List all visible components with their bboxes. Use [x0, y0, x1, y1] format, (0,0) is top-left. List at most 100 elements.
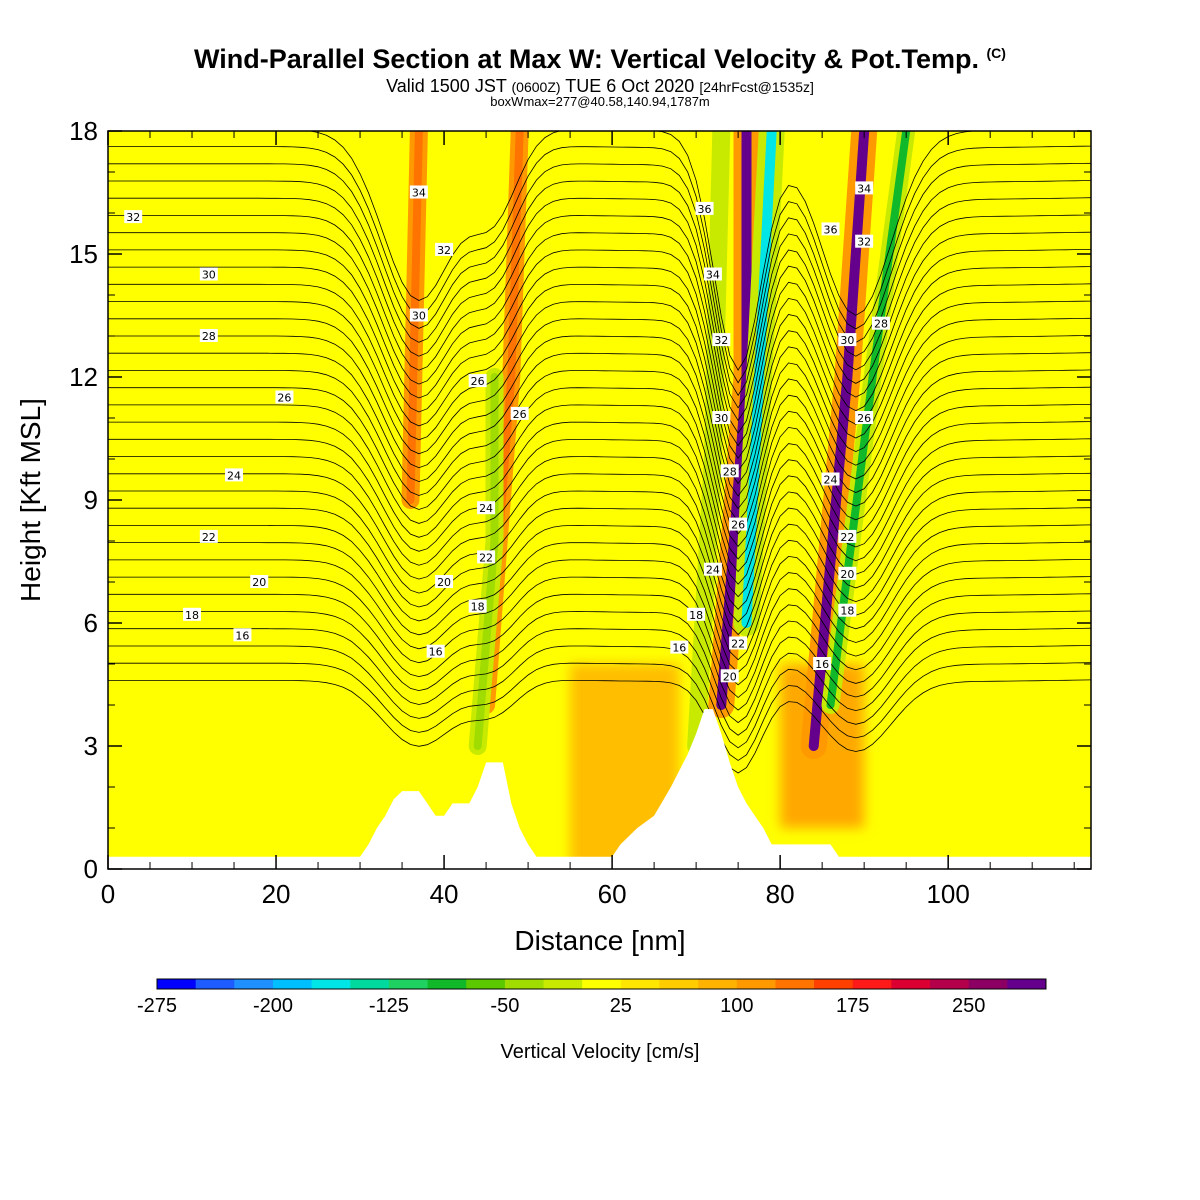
isentrope-line	[108, 421, 1091, 585]
contour-label: 22	[199, 529, 218, 544]
x-axis-label: Distance [nm]	[514, 925, 685, 956]
contour-label: 16	[813, 657, 832, 671]
colorbar-label: Vertical Velocity [cm/s]	[501, 1041, 700, 1063]
contour-label-text: 22	[731, 638, 745, 651]
contour-label: 28	[720, 464, 739, 478]
title-tag: (C)	[986, 45, 1006, 61]
isentrope-line	[108, 369, 1091, 548]
contour-label: 24	[821, 472, 840, 487]
colorbar-swatch	[466, 979, 506, 989]
contour-label: 16	[233, 628, 252, 642]
isentrope-line	[108, 507, 1091, 648]
potential-temperature-contours	[108, 131, 1091, 774]
contour-label-text: 22	[202, 531, 216, 544]
contour-label-text: 30	[714, 412, 728, 425]
colorbar-swatch	[582, 979, 622, 989]
contour-label-bg	[821, 472, 840, 486]
x-tick-label: 0	[101, 879, 115, 909]
contour-label-bg	[838, 603, 857, 617]
contour-label-bg	[275, 390, 294, 404]
colorbar-swatch	[814, 979, 854, 989]
contour-label-bg	[426, 644, 445, 658]
contour-label-text: 16	[672, 642, 686, 655]
colorbar-swatch	[659, 979, 699, 989]
contour-label-text: 24	[824, 474, 838, 487]
colorbar-swatch	[157, 979, 197, 989]
x-tick-label: 80	[766, 879, 795, 909]
downdraft-core	[692, 131, 726, 750]
colorbar-tick-label: 250	[952, 995, 985, 1017]
contour-label-bg	[813, 657, 832, 670]
colorbar-frame	[156, 978, 1047, 990]
isentrope-line	[108, 679, 1091, 774]
isentrope-line	[108, 645, 1091, 749]
colorbar-tick-label: -50	[490, 995, 519, 1017]
contour-label-bg	[695, 201, 714, 215]
isentrope-line	[108, 559, 1091, 686]
contour-label-text: 18	[689, 609, 703, 622]
colorbar-swatch	[272, 979, 313, 989]
contour-label: 26	[729, 517, 748, 532]
contour-label: 24	[703, 562, 722, 577]
y-axis-label: Height [Kft MSL]	[15, 398, 46, 602]
contour-label: 24	[477, 501, 496, 515]
chart-title: Wind-Parallel Section at Max W: Vertical…	[0, 44, 1200, 75]
contour-label-bg	[510, 406, 529, 420]
contour-label-bg	[703, 267, 722, 281]
contour-label: 32	[855, 234, 874, 249]
contour-label-text: 28	[874, 318, 888, 331]
x-tick-label: 40	[430, 879, 459, 909]
y-tick-label: 0	[84, 854, 98, 884]
contour-label: 18	[687, 607, 706, 622]
contour-label: 20	[838, 566, 857, 581]
chart-subtitle: Valid 1500 JST (0600Z) TUE 6 Oct 2020 [2…	[0, 76, 1200, 97]
x-tick-label: 100	[926, 879, 969, 909]
contour-label: 20	[250, 575, 269, 589]
colorbar-swatch	[736, 979, 776, 989]
contour-label-bg	[712, 333, 731, 347]
y-tick-label: 18	[69, 116, 98, 146]
contour-label-bg	[183, 607, 202, 621]
colorbar-swatch	[234, 979, 274, 989]
contour-label: 22	[729, 636, 748, 651]
contour-label: 20	[720, 669, 739, 683]
colorbar-swatch	[775, 979, 815, 989]
contour-label-text: 36	[698, 203, 712, 216]
isentrope-line	[108, 524, 1091, 661]
field-bands	[108, 131, 1091, 869]
y-tick-label: 6	[84, 608, 98, 638]
contour-label-text: 26	[513, 408, 527, 421]
contour-label-bg	[233, 628, 252, 642]
isentrope-line	[108, 231, 1091, 447]
downdraft-core	[741, 131, 777, 628]
isentrope-line	[108, 576, 1091, 699]
isentrope-line	[108, 214, 1091, 434]
contour-label-text: 34	[412, 187, 426, 200]
isentrope-line	[108, 145, 1091, 384]
contour-label-bg	[855, 181, 874, 195]
isentrope-line	[108, 404, 1091, 573]
isentrope-line	[108, 266, 1091, 472]
contour-label: 18	[468, 599, 487, 614]
box-info: boxWmax=277@40.58,140.94,1787m	[490, 94, 710, 109]
contour-label-bg	[687, 607, 706, 621]
isentrope-line	[108, 317, 1091, 510]
contour-label-bg	[855, 411, 874, 424]
isentrope-line	[108, 335, 1091, 522]
valid-utc: (0600Z)	[511, 79, 561, 95]
contour-label-bg	[435, 575, 454, 588]
colorbar-swatch	[698, 979, 738, 989]
contour-label-bg	[124, 210, 143, 224]
contour-label-text: 16	[235, 629, 249, 642]
contour-label-text: 30	[840, 334, 854, 347]
contour-label-bg	[199, 267, 218, 281]
isentrope-line	[108, 455, 1091, 610]
contour-label-text: 18	[471, 601, 485, 614]
contour-label: 36	[695, 201, 714, 216]
forecast-info: [24hrFcst@1535z]	[699, 79, 814, 95]
colorbar-swatch	[930, 979, 970, 989]
isentrope-line	[108, 490, 1091, 636]
contour-label-text: 16	[429, 646, 443, 659]
contour-label-text: 28	[723, 465, 737, 478]
